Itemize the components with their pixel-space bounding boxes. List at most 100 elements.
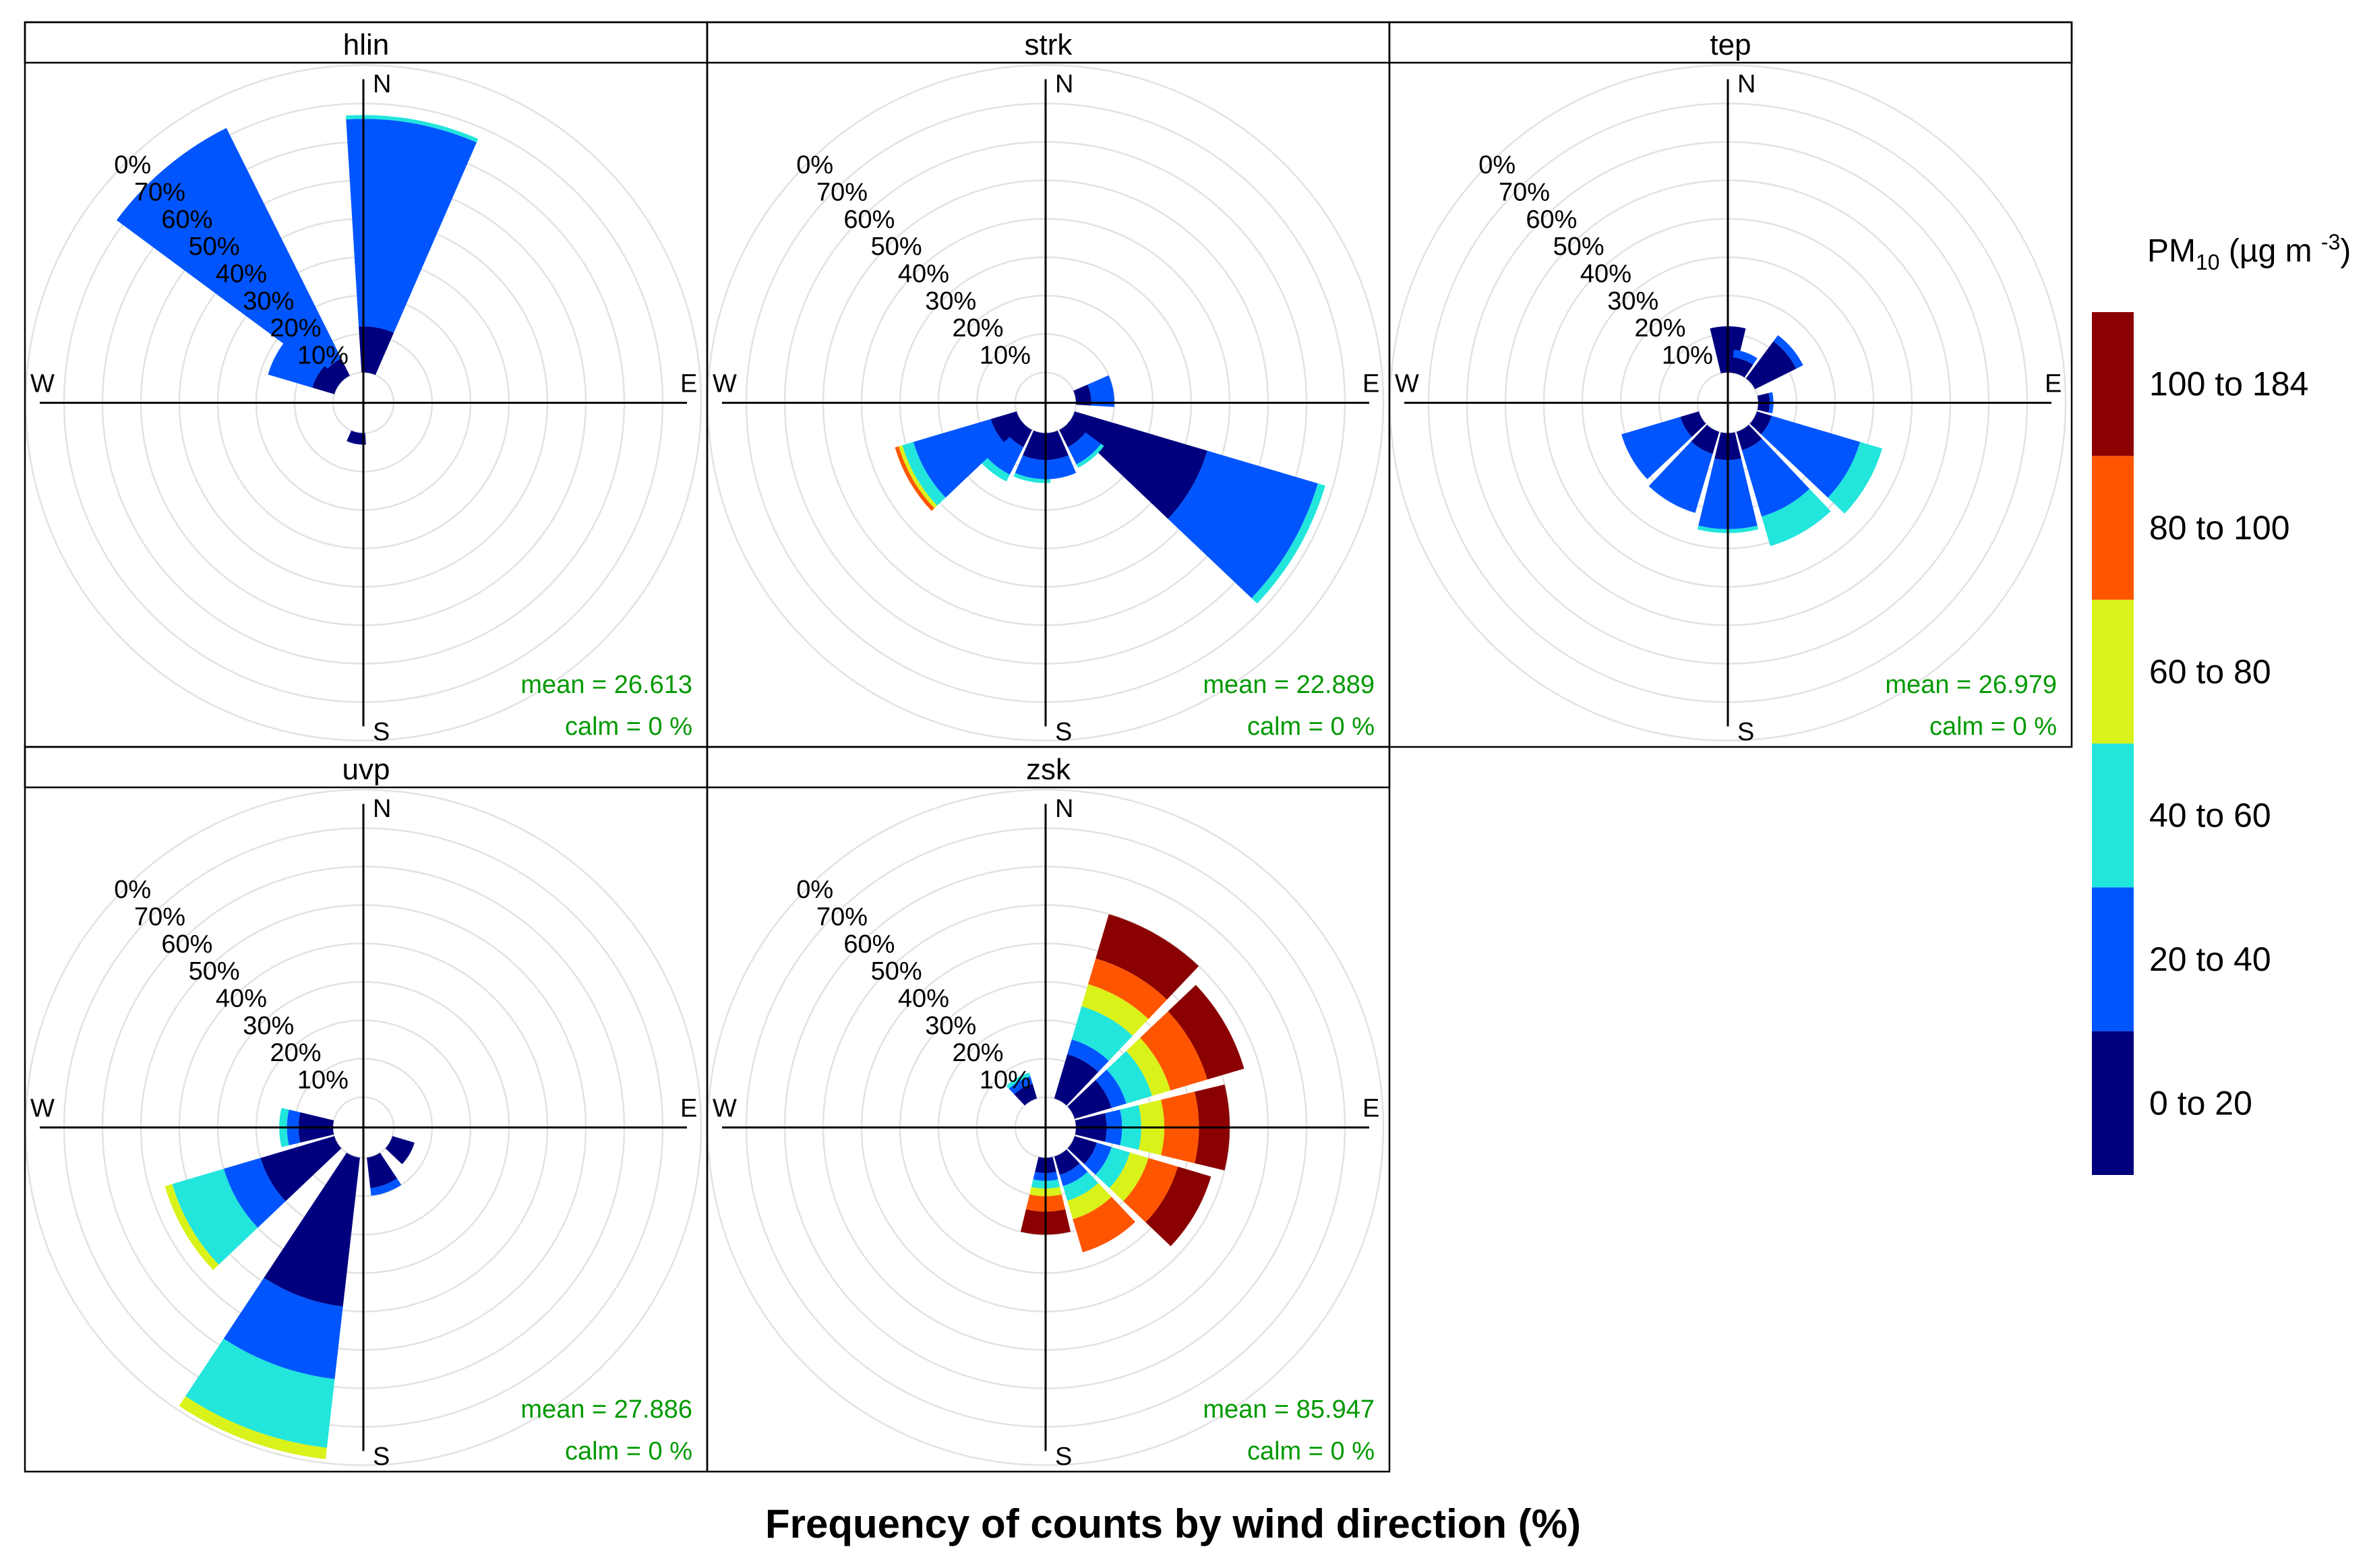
key-label: 80 to 100 <box>2149 509 2290 547</box>
ring-label: 20% <box>953 1039 1004 1067</box>
compass-e: E <box>1362 1095 1379 1123</box>
sector-210-bin-1 <box>1648 441 1713 513</box>
key-label: 20 to 40 <box>2149 940 2271 978</box>
compass-n: N <box>1737 70 1755 98</box>
sector-60-bin-0 <box>1067 1080 1112 1119</box>
ring-label: 0% <box>114 151 151 179</box>
panel-border <box>1388 21 2073 748</box>
panel-title: strk <box>1025 28 1073 61</box>
sector-80-bin-1 <box>1087 375 1114 407</box>
compass-w: W <box>30 370 55 398</box>
sector-120-bin-4 <box>1123 1157 1178 1223</box>
ring-label: 40% <box>898 984 949 1013</box>
sector-60-bin-5 <box>1168 985 1244 1080</box>
sector-190-bin-2 <box>1013 473 1051 483</box>
ring-label: 30% <box>925 287 976 315</box>
ring-label: 0% <box>796 151 833 179</box>
sector-240-bin-0 <box>1680 411 1706 438</box>
compass-w: W <box>713 1095 737 1123</box>
key-swatch <box>2092 1031 2134 1175</box>
sector-240-bin-4 <box>895 446 934 511</box>
panel-strip <box>1388 21 2073 64</box>
key-swatch <box>2092 599 2134 744</box>
sector-330-bin-1 <box>1009 1076 1033 1095</box>
compass-e: E <box>1362 370 1379 398</box>
ring-label: 10% <box>1662 341 1713 369</box>
sector-120-bin-1 <box>1168 450 1318 599</box>
sector-170-bin-0 <box>1042 430 1069 460</box>
sector-60-bin-4 <box>1140 1011 1207 1091</box>
sector-120-bin-1 <box>1084 1143 1112 1175</box>
key-label: 60 to 80 <box>2149 653 2271 690</box>
ring-label: 60% <box>843 930 895 959</box>
sector-150-bin-0 <box>1736 425 1762 450</box>
ring-label: 30% <box>243 287 294 315</box>
sector-120-bin-0 <box>1749 411 1772 435</box>
mean-label: mean = 27.886 <box>520 1395 692 1424</box>
sector-20-bin-0 <box>1731 357 1753 378</box>
sector-30-bin-3 <box>1081 984 1149 1036</box>
mean-label: mean = 26.979 <box>1885 671 2057 699</box>
compass-n: N <box>1055 795 1073 823</box>
sector-50-bin-0 <box>1745 341 1797 390</box>
sector-320-bin-1 <box>116 127 342 373</box>
sector-240-bin-2 <box>172 1168 258 1265</box>
key-swatch <box>2092 456 2134 600</box>
ring-label: 70% <box>816 903 868 932</box>
sector-150-bin-2 <box>1062 1172 1099 1201</box>
key-swatch <box>2092 312 2134 456</box>
mean-label: mean = 26.613 <box>520 671 692 699</box>
sector-120-bin-5 <box>1145 1166 1211 1246</box>
sector-150-bin-2 <box>1762 489 1831 547</box>
sector-200-bin-0 <box>264 1153 360 1307</box>
sector-240-bin-0 <box>260 1136 342 1201</box>
compass-e: E <box>2045 370 2062 398</box>
sector-240-bin-1 <box>913 419 1004 498</box>
compass-e: E <box>680 1095 697 1123</box>
ring-label: 20% <box>270 1039 322 1067</box>
ring-label: 50% <box>189 233 240 261</box>
sector-30-bin-4 <box>1088 958 1168 1019</box>
ring-label: 70% <box>816 179 868 207</box>
sector-120-bin-2 <box>1251 483 1325 604</box>
sector-30-bin-2 <box>1071 1006 1133 1061</box>
sector-120-bin-2 <box>1096 1147 1131 1188</box>
calm-label: calm = 0 % <box>1929 713 2057 741</box>
sector-50-bin-1 <box>1773 335 1803 369</box>
panel-title: uvp <box>342 753 390 786</box>
calm-label: calm = 0 % <box>565 1437 692 1466</box>
ring-label: 70% <box>134 179 185 207</box>
compass-n: N <box>373 795 391 823</box>
sector-150-bin-4 <box>1073 1197 1135 1253</box>
sector-120-bin-0 <box>1067 411 1207 519</box>
calm-label: calm = 0 % <box>1247 1437 1375 1466</box>
ring-label: 40% <box>216 984 267 1013</box>
mean-label: mean = 22.889 <box>1203 671 1375 699</box>
sector-140-bin-1 <box>1067 432 1101 464</box>
ring-label: 50% <box>871 957 922 986</box>
sector-190-bin-0 <box>1023 430 1050 460</box>
sector-120-bin-0 <box>1067 1136 1097 1164</box>
key-title: PM10 (µg m -3) <box>2147 230 2351 274</box>
ring-label: 70% <box>1499 179 1550 207</box>
key-swatch <box>2092 887 2134 1031</box>
sector-240-bin-3 <box>899 445 938 508</box>
compass-s: S <box>373 1443 390 1471</box>
sector-30-bin-1 <box>1067 1039 1109 1073</box>
ring-label: 10% <box>980 341 1031 369</box>
ring-label: 50% <box>189 957 240 986</box>
compass-w: W <box>1395 370 1419 398</box>
ring-label: 30% <box>925 1012 976 1040</box>
sector-60-bin-2 <box>1106 1051 1152 1104</box>
sector-300-bin-1 <box>268 334 325 388</box>
compass-e: E <box>680 370 697 398</box>
calm-label: calm = 0 % <box>565 713 692 741</box>
sector-150-bin-1 <box>1059 1163 1088 1186</box>
